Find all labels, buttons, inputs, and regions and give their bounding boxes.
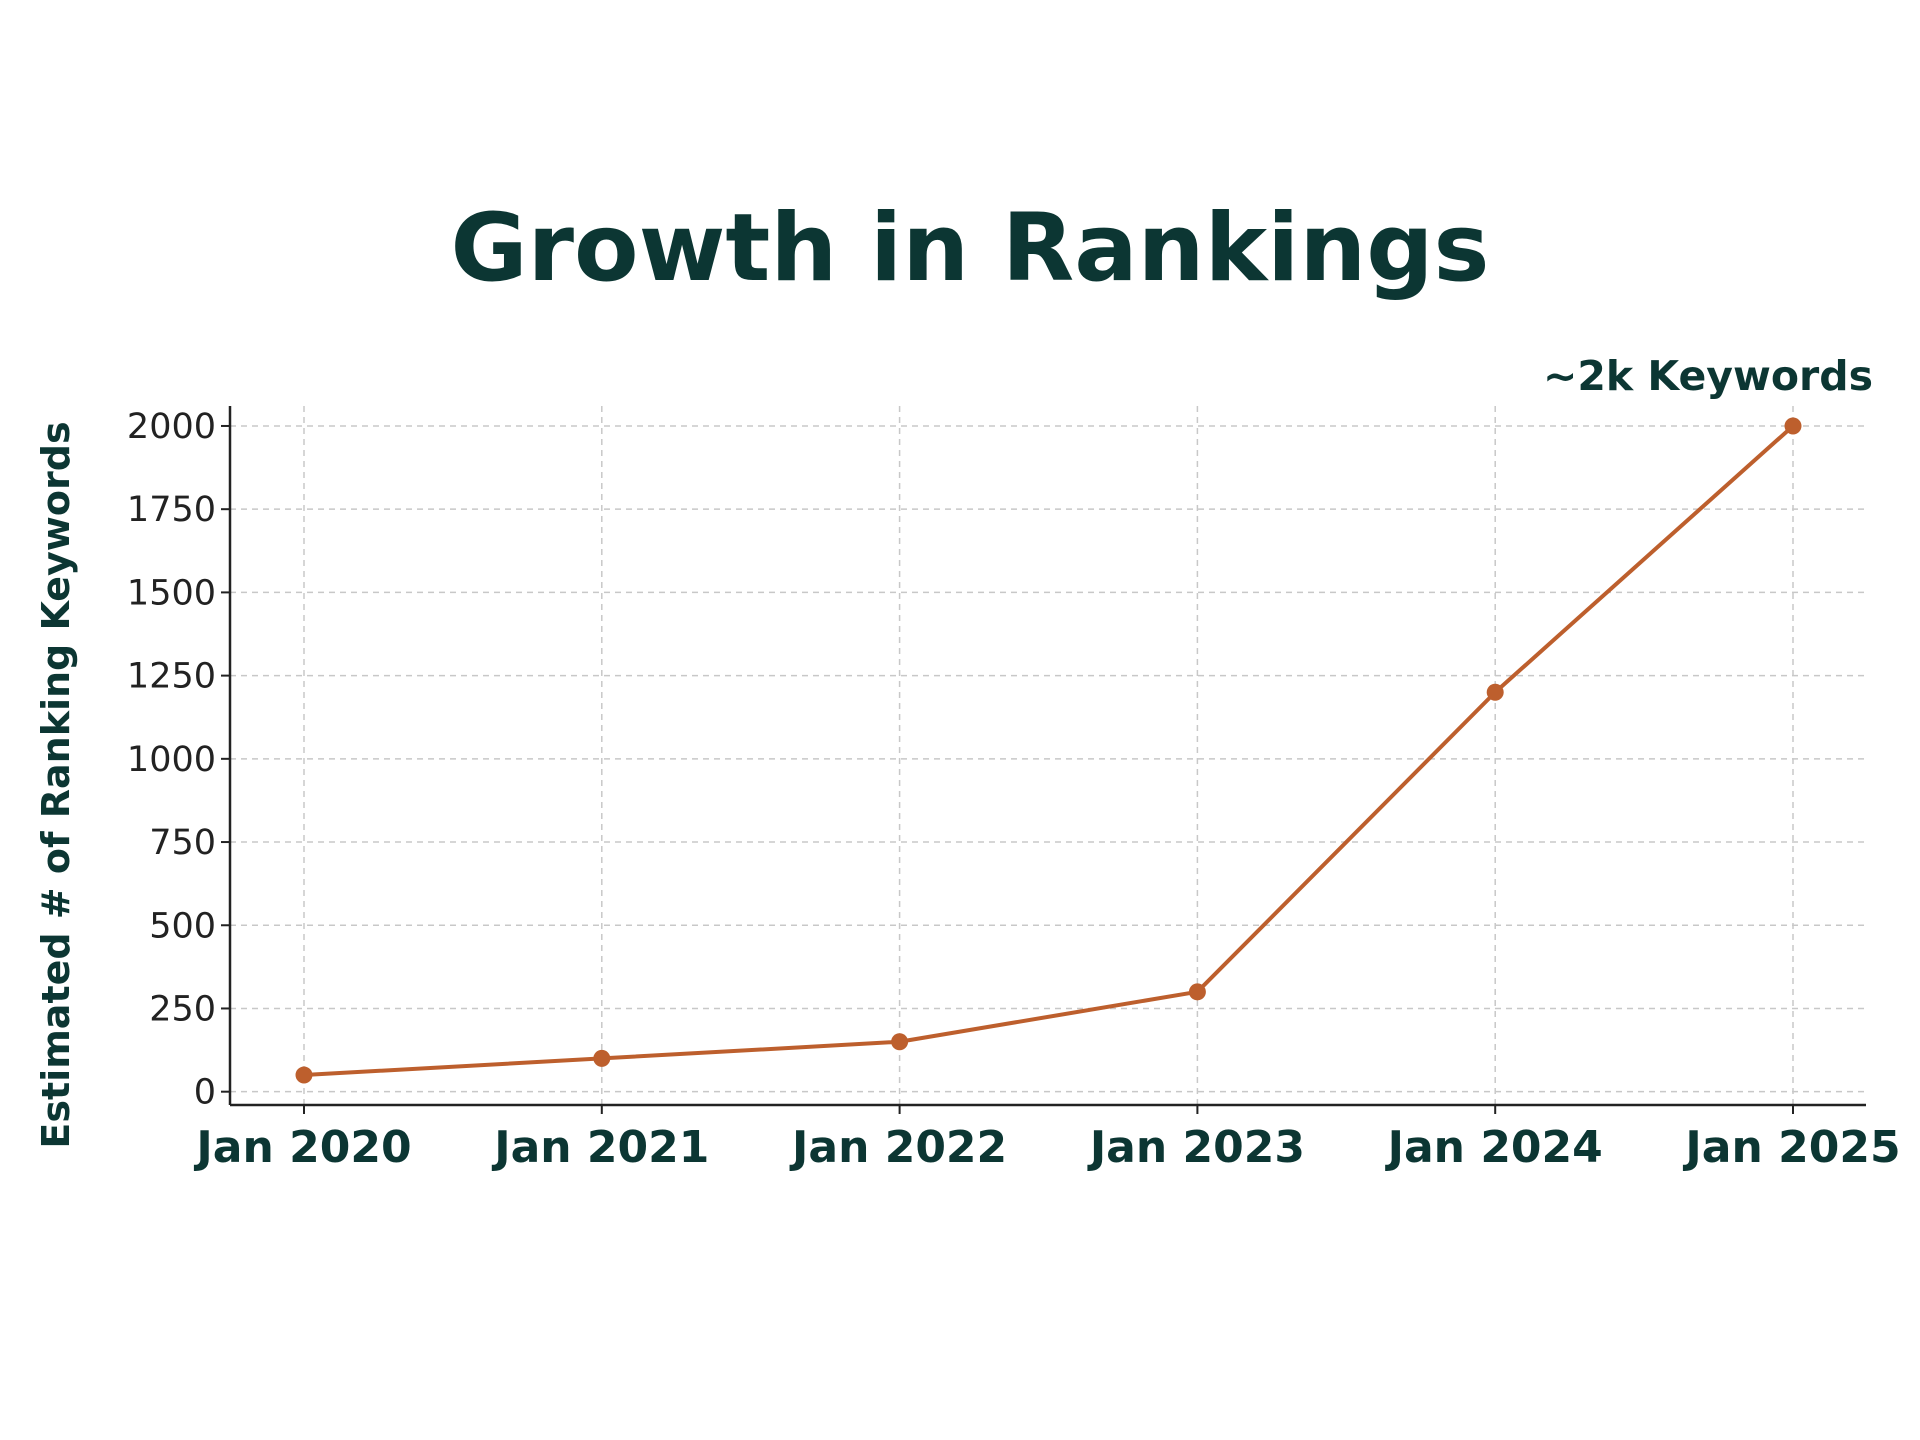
y-tick-label: 0	[194, 1073, 216, 1113]
x-tick-label: Jan 2021	[491, 1122, 709, 1173]
x-tick-label: Jan 2022	[789, 1122, 1007, 1173]
data-point	[1188, 983, 1206, 1001]
y-tick-label: 1500	[127, 573, 216, 613]
axes	[221, 406, 1866, 1114]
data-point	[1486, 683, 1504, 701]
data-point	[295, 1066, 313, 1084]
series-line	[302, 423, 1795, 1078]
y-tick-label: 1750	[127, 490, 216, 530]
y-tick-label: 1000	[127, 740, 216, 780]
x-tick-label: Jan 2020	[193, 1122, 411, 1173]
x-tick-label: Jan 2025	[1682, 1122, 1900, 1173]
y-tick-label: 2000	[127, 407, 216, 447]
x-tick-label: Jan 2024	[1385, 1122, 1603, 1173]
x-tick-label: Jan 2023	[1087, 1122, 1305, 1173]
y-tick-label: 250	[149, 989, 216, 1029]
y-tick-labels: 0 250 500 750 1000 1250 1500 1750 2000	[127, 407, 216, 1113]
y-axis-label: Estimated # of Ranking Keywords	[34, 421, 78, 1148]
chart-title: Growth in Rankings	[450, 194, 1489, 303]
peak-annotation: ~2k Keywords	[1543, 352, 1873, 400]
x-tick-labels: Jan 2020 Jan 2021 Jan 2022 Jan 2023 Jan 2024…	[193, 1122, 1900, 1173]
data-series	[295, 417, 1802, 1084]
y-tick-label: 500	[149, 906, 216, 946]
y-tick-label: 1250	[127, 657, 216, 697]
data-point	[1784, 417, 1802, 435]
data-point	[593, 1049, 611, 1067]
y-tick-label: 750	[149, 823, 216, 863]
grid-lines	[230, 406, 1866, 1105]
data-point	[891, 1033, 909, 1051]
